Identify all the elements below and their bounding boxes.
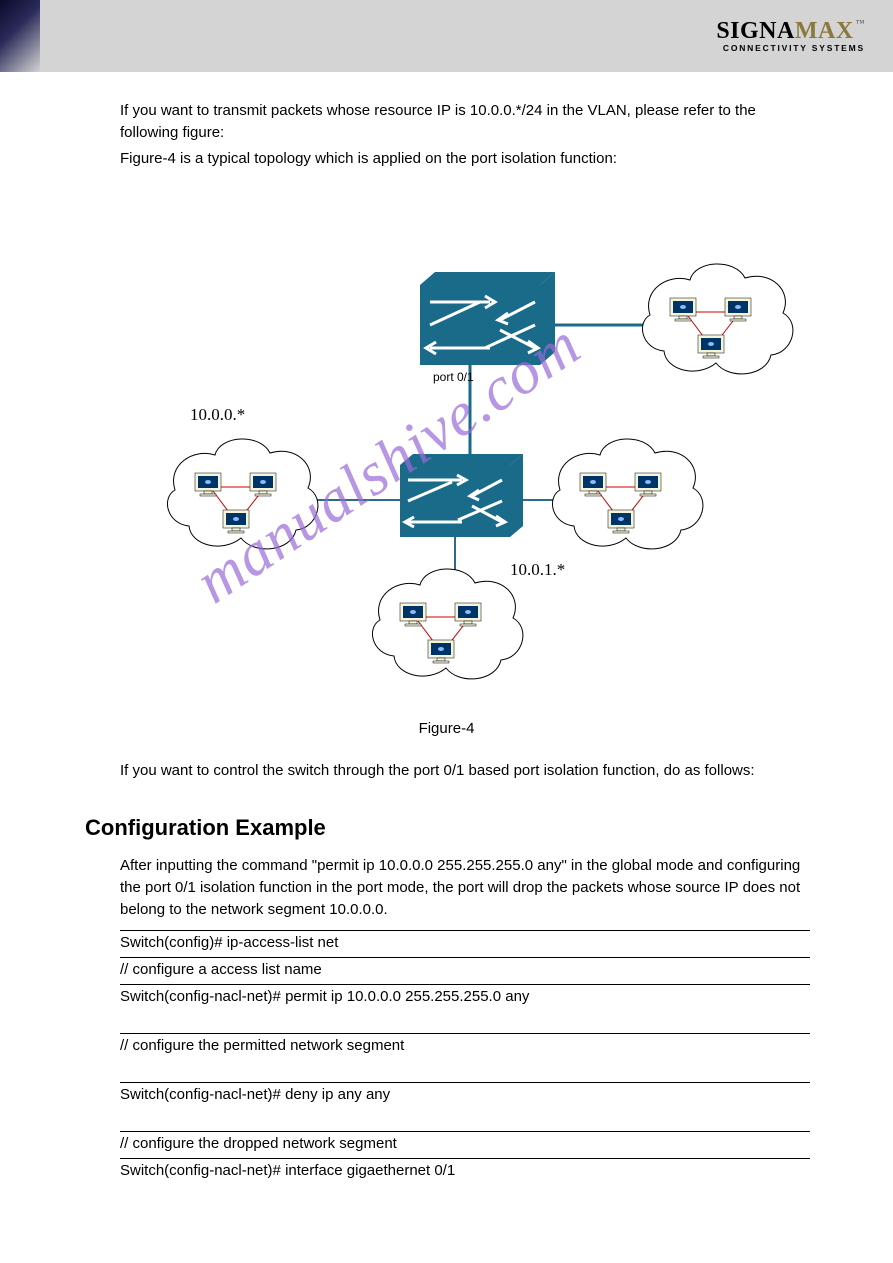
intro-paragraph-1: If you want to transmit packets whose re… xyxy=(120,100,810,144)
code-block: Switch(config)# ip-access-list net // co… xyxy=(120,930,810,1207)
cloud-mid-right xyxy=(552,439,702,549)
cloud-bottom xyxy=(372,569,522,679)
label-net-left: 10.0.0.* xyxy=(190,405,245,425)
code-line-2-desc: // configure the permitted network segme… xyxy=(120,1034,810,1082)
logo-tagline: CONNECTIVITY SYSTEMS xyxy=(716,43,865,53)
logo-dark-part: SIGNA xyxy=(716,18,795,44)
switch-top-lid-top xyxy=(420,272,555,285)
label-port: port 0/1 xyxy=(433,370,474,384)
section-title: Configuration Example xyxy=(85,815,326,841)
cloud-left xyxy=(167,439,317,549)
logo-tm: ™ xyxy=(856,18,865,28)
switch-mid-lid-top xyxy=(400,454,523,465)
code-line-3-desc: // configure the dropped network segment xyxy=(120,1132,810,1158)
code-line-1-desc: // configure a access list name xyxy=(120,958,810,984)
logo-wordmark: SIGNAMAX™ xyxy=(716,18,865,45)
paragraph-3: If you want to control the switch throug… xyxy=(120,760,810,782)
cloud-top-right xyxy=(642,264,792,374)
intro-paragraph-2: Figure-4 is a typical topology which is … xyxy=(120,148,810,170)
paragraph-4: After inputting the command "permit ip 1… xyxy=(120,855,810,920)
switch-mid-lid-side xyxy=(510,454,523,537)
switch-top-body xyxy=(420,285,540,365)
switch-top-lid-side xyxy=(540,272,555,365)
brand-logo: SIGNAMAX™ CONNECTIVITY SYSTEMS xyxy=(716,18,865,53)
diagram-svg xyxy=(140,250,800,710)
figure-caption: Figure-4 xyxy=(0,720,893,737)
code-line-4-cmd: Switch(config-nacl-net)# interface gigae… xyxy=(120,1159,810,1207)
code-line-3-cmd: Switch(config-nacl-net)# deny ip any any xyxy=(120,1083,810,1131)
header-bar: SIGNAMAX™ CONNECTIVITY SYSTEMS xyxy=(0,0,893,72)
page-root: SIGNAMAX™ CONNECTIVITY SYSTEMS If you wa… xyxy=(0,0,893,1263)
header-gradient xyxy=(0,0,40,72)
switch-mid xyxy=(400,454,523,537)
switch-top xyxy=(420,272,555,365)
label-net-bottom: 10.0.1.* xyxy=(510,560,565,580)
switch-mid-body xyxy=(400,465,510,537)
code-line-1-cmd: Switch(config)# ip-access-list net xyxy=(120,931,810,957)
network-diagram: 10.0.0.* 10.0.1.* port 0/1 xyxy=(140,250,800,710)
logo-gold-part: MAX xyxy=(795,18,854,44)
code-line-2-cmd: Switch(config-nacl-net)# permit ip 10.0.… xyxy=(120,985,810,1033)
